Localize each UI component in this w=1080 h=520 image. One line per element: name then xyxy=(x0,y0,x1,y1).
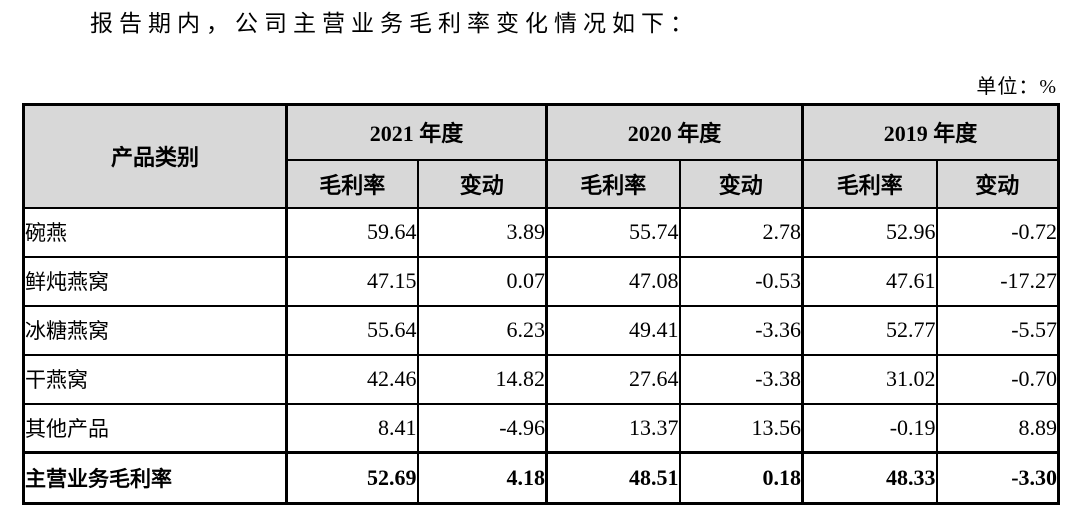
table-header: 产品类别 2021 年度 2020 年度 2019 年度 毛利率 变动 毛利率 … xyxy=(22,103,1060,209)
value-cell: 27.64 xyxy=(545,353,681,405)
subheader-change-2021: 变动 xyxy=(416,158,548,209)
table-body: 碗燕 59.64 3.89 55.74 2.78 52.96 -0.72 鲜炖燕… xyxy=(22,206,1060,505)
value-cell: -0.19 xyxy=(801,402,938,454)
subheader-change-2019: 变动 xyxy=(935,158,1060,209)
year-header-2021: 2021 年度 xyxy=(284,103,548,161)
intro-paragraph: 报告期内，公司主营业务毛利率变化情况如下： xyxy=(90,11,699,36)
table-row: 冰糖燕窝 55.64 6.23 49.41 -3.36 52.77 -5.57 xyxy=(22,304,1060,356)
value-cell: 52.96 xyxy=(801,206,938,258)
total-value-cell: -3.30 xyxy=(935,451,1060,505)
value-cell: 47.08 xyxy=(545,255,681,307)
value-cell: -3.38 xyxy=(678,353,804,405)
table-row: 鲜炖燕窝 47.15 0.07 47.08 -0.53 47.61 -17.27 xyxy=(22,255,1060,307)
value-cell: 8.89 xyxy=(935,402,1060,454)
gross-margin-table: 产品类别 2021 年度 2020 年度 2019 年度 毛利率 变动 毛利率 … xyxy=(22,103,1061,505)
table-row: 碗燕 59.64 3.89 55.74 2.78 52.96 -0.72 xyxy=(22,206,1060,258)
value-cell: 13.56 xyxy=(678,402,804,454)
value-cell: 49.41 xyxy=(545,304,681,356)
value-cell: 8.41 xyxy=(285,402,419,454)
table-row: 其他产品 8.41 -4.96 13.37 13.56 -0.19 8.89 xyxy=(22,402,1060,454)
total-row: 主营业务毛利率 52.69 4.18 48.51 0.18 48.33 -3.3… xyxy=(22,451,1060,505)
value-cell: 47.15 xyxy=(285,255,419,307)
product-cell: 干燕窝 xyxy=(22,353,288,405)
year-header-row: 产品类别 2021 年度 2020 年度 2019 年度 xyxy=(22,103,1060,209)
value-cell: -0.70 xyxy=(935,353,1060,405)
product-cell: 鲜炖燕窝 xyxy=(22,255,288,307)
value-cell: -3.36 xyxy=(678,304,804,356)
subheader-margin-2020: 毛利率 xyxy=(545,158,681,209)
value-cell: 59.64 xyxy=(285,206,419,258)
subheader-row: 毛利率 变动 毛利率 变动 毛利率 变动 xyxy=(24,158,1060,209)
total-value-cell: 0.18 xyxy=(678,451,804,505)
value-cell: 55.64 xyxy=(285,304,419,356)
product-cell: 其他产品 xyxy=(22,402,288,454)
subheader-margin-2019: 毛利率 xyxy=(801,158,938,209)
value-cell: 6.23 xyxy=(416,304,548,356)
total-value-cell: 4.18 xyxy=(416,451,548,505)
total-value-cell: 48.33 xyxy=(801,451,938,505)
value-cell: -4.96 xyxy=(416,402,548,454)
subheader-change-2020: 变动 xyxy=(678,158,804,209)
value-cell: 31.02 xyxy=(801,353,938,405)
value-cell: 42.46 xyxy=(285,353,419,405)
value-cell: 0.07 xyxy=(416,255,548,307)
year-header-2020: 2020 年度 xyxy=(545,103,804,161)
value-cell: 3.89 xyxy=(416,206,548,258)
total-label-cell: 主营业务毛利率 xyxy=(22,451,288,505)
value-cell: 47.61 xyxy=(801,255,938,307)
value-cell: -0.53 xyxy=(678,255,804,307)
value-cell: 2.78 xyxy=(678,206,804,258)
subheader-margin-2021: 毛利率 xyxy=(285,158,419,209)
value-cell: 52.77 xyxy=(801,304,938,356)
product-cell: 碗燕 xyxy=(22,206,288,258)
product-cell: 冰糖燕窝 xyxy=(22,304,288,356)
value-cell: 14.82 xyxy=(416,353,548,405)
year-header-2019: 2019 年度 xyxy=(801,103,1060,161)
value-cell: 55.74 xyxy=(545,206,681,258)
product-category-header-cell: 产品类别 xyxy=(22,103,288,209)
value-cell: -5.57 xyxy=(935,304,1060,356)
value-cell: -0.72 xyxy=(935,206,1060,258)
unit-label: 单位：% xyxy=(976,76,1057,98)
value-cell: 13.37 xyxy=(545,402,681,454)
table-row: 干燕窝 42.46 14.82 27.64 -3.38 31.02 -0.70 xyxy=(22,353,1060,405)
value-cell: -17.27 xyxy=(935,255,1060,307)
total-value-cell: 48.51 xyxy=(545,451,681,505)
total-value-cell: 52.69 xyxy=(285,451,419,505)
